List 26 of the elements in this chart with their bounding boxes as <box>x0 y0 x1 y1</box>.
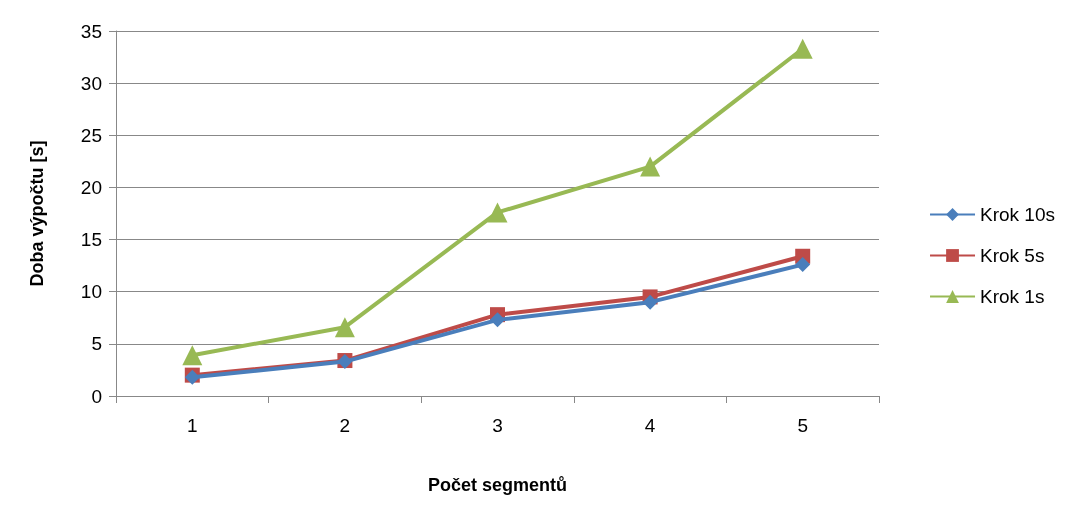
x-tick-label: 5 <box>797 415 808 436</box>
legend-label: Krok 10s <box>980 204 1055 225</box>
x-tick-label: 4 <box>644 415 656 436</box>
y-tick-label: 30 <box>80 72 102 94</box>
y-tick-label: 25 <box>80 124 102 146</box>
y-tick-label: 35 <box>80 20 102 42</box>
point <box>642 294 658 310</box>
x-axis-title: Počet segmentů <box>427 475 568 495</box>
point <box>334 317 355 338</box>
x-tick-label: 1 <box>187 415 198 436</box>
x-tick-label: 3 <box>492 415 503 436</box>
legend-label: Krok 5s <box>980 245 1045 266</box>
legend-label: Krok 1s <box>980 286 1045 307</box>
point <box>640 156 661 177</box>
y-axis-title: Doba výpočtu [s] <box>27 140 47 287</box>
point <box>490 312 505 328</box>
y-tick-label: 15 <box>80 229 102 251</box>
point <box>795 257 811 273</box>
y-tick-label: 20 <box>80 176 102 198</box>
y-tick-label: 0 <box>91 385 102 407</box>
point <box>182 345 203 366</box>
y-tick-label: 10 <box>80 281 102 303</box>
point <box>487 202 508 223</box>
x-tick-label: 2 <box>339 415 351 436</box>
point <box>792 38 813 59</box>
y-tick-label: 5 <box>91 333 102 355</box>
